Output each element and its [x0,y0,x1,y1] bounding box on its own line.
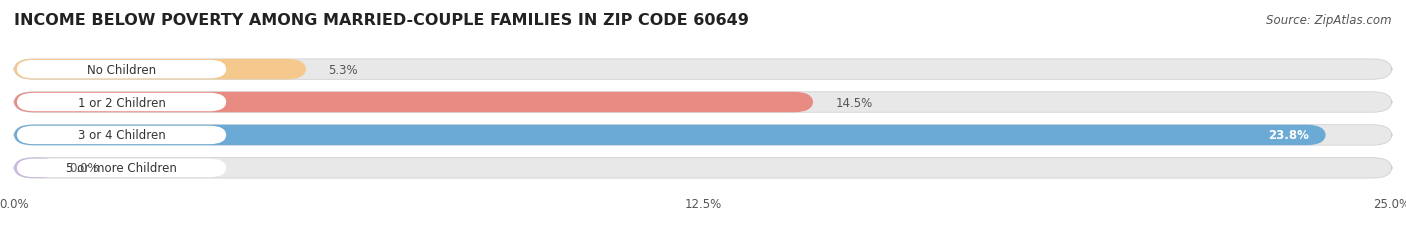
Text: 23.8%: 23.8% [1268,129,1309,142]
FancyBboxPatch shape [17,126,226,145]
FancyBboxPatch shape [17,159,226,177]
Text: 1 or 2 Children: 1 or 2 Children [77,96,166,109]
FancyBboxPatch shape [14,60,307,80]
Text: Source: ZipAtlas.com: Source: ZipAtlas.com [1267,14,1392,27]
Text: 5 or more Children: 5 or more Children [66,162,177,175]
FancyBboxPatch shape [14,158,58,178]
FancyBboxPatch shape [14,60,1392,80]
FancyBboxPatch shape [17,61,226,79]
Text: 3 or 4 Children: 3 or 4 Children [77,129,166,142]
FancyBboxPatch shape [17,93,226,112]
FancyBboxPatch shape [14,158,1392,178]
Text: 14.5%: 14.5% [835,96,873,109]
FancyBboxPatch shape [14,92,1392,113]
FancyBboxPatch shape [14,125,1392,146]
FancyBboxPatch shape [14,92,813,113]
Text: 0.0%: 0.0% [69,162,98,175]
FancyBboxPatch shape [14,125,1326,146]
Text: 5.3%: 5.3% [328,63,359,76]
Text: INCOME BELOW POVERTY AMONG MARRIED-COUPLE FAMILIES IN ZIP CODE 60649: INCOME BELOW POVERTY AMONG MARRIED-COUPL… [14,13,749,28]
Text: No Children: No Children [87,63,156,76]
